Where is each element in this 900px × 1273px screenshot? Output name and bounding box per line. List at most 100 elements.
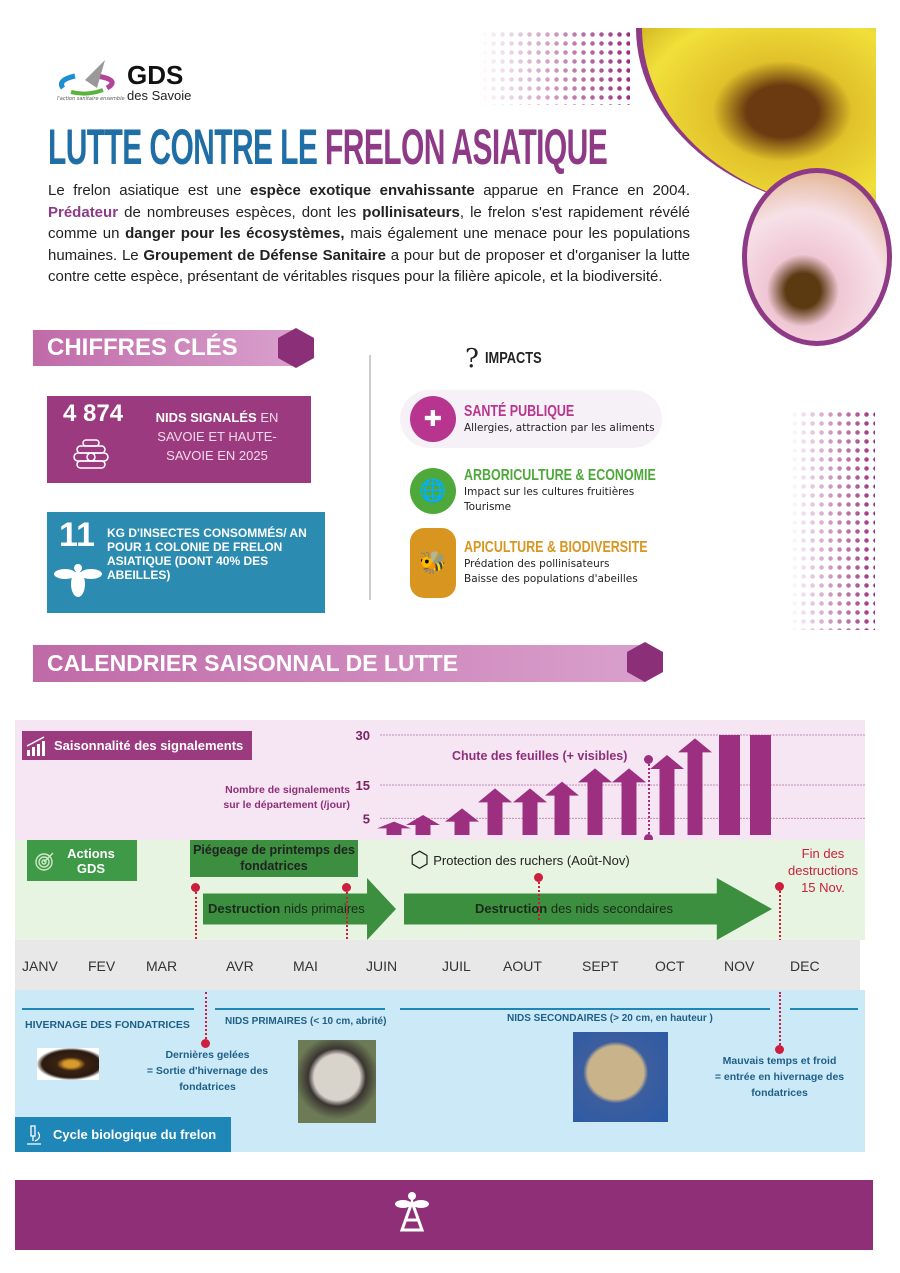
hexagon-icon: [627, 642, 663, 682]
leaf-fall-marker: [644, 755, 653, 843]
bee-flower-photo: [742, 168, 892, 346]
title-part2: FRELON ASIATIQUE: [325, 119, 608, 175]
secondary-nest-photo: [573, 1032, 668, 1122]
month-label: AOUT: [503, 958, 542, 974]
month-label: DEC: [790, 958, 820, 974]
actions-gds-label: Actions GDS: [27, 840, 137, 881]
honeycomb-bee-icon: ⬡: [410, 847, 430, 872]
impact-item: ✚ SANTÉ PUBLIQUE Allergies, attraction p…: [400, 390, 662, 448]
page-title: LUTTE CONTRE LE FRELON ASIATIQUE: [48, 118, 608, 176]
month-label: SEPT: [582, 958, 619, 974]
month-label: JANV: [22, 958, 58, 974]
impact-desc: Impact sur les cultures fruitières Touri…: [464, 486, 635, 513]
growth-chart-icon: [26, 735, 45, 756]
season-mark: [612, 768, 646, 835]
stat-label: NIDS SIGNALÉS EN SAVOIE ET HAUTE-SAVOIE …: [155, 410, 279, 463]
secondaires-label: NIDS SECONDAIRES (> 20 cm, en hauteur ): [507, 1013, 713, 1024]
gelees-label: Dernières gelées = Sortie d'hivernage de…: [146, 1049, 269, 1093]
month-label: MAR: [146, 958, 178, 974]
primary-nest-photo: [298, 1040, 376, 1123]
footer-bar: [15, 1180, 873, 1250]
marker: [342, 883, 351, 947]
month-label: NOV: [724, 958, 755, 974]
season-mark: [678, 738, 712, 835]
impact-title: ARBORICULTURE & ECONOMIE: [464, 467, 656, 484]
cross-icon: ✚: [410, 396, 456, 442]
calendar-banner: CALENDRIER SAISONNAL DE LUTTE: [33, 645, 645, 682]
season-mark: [406, 815, 440, 835]
dot-pattern: [480, 30, 630, 105]
protection-label: ⬡ Protection des ruchers (Août-Nov): [410, 847, 630, 872]
marker: [201, 992, 210, 1048]
y-tick-label: 15: [356, 778, 370, 793]
dot-pattern-right: [790, 410, 875, 630]
destroy-secondary-label: Destruction des nids secondaires: [475, 901, 673, 916]
impacts-heading: ? IMPACTS: [465, 344, 542, 374]
season-mark: [513, 788, 547, 835]
season-mark: [545, 781, 579, 835]
y-tick-label: 30: [356, 728, 370, 743]
marker: [534, 873, 543, 920]
logo-swoosh-icon: [59, 60, 115, 96]
impact-item: 🌐 ARBORICULTURE & ECONOMIE Impact sur le…: [400, 462, 662, 520]
cycle-label: Cycle biologique du frelon: [15, 1117, 231, 1152]
logo-name: GDS: [127, 60, 184, 90]
leaf-fall-label: Chute des feuilles (+ visibles): [452, 749, 628, 763]
title-part1: LUTTE CONTRE LE: [48, 119, 326, 175]
stat-value: 4 874: [63, 400, 124, 427]
season-mark: [650, 755, 684, 835]
impact-item: 🐝 APICULTURE & BIODIVERSITE Prédation de…: [400, 528, 662, 598]
season-mark: [478, 788, 512, 835]
season-mark: [578, 768, 612, 835]
month-label: MAI: [293, 958, 318, 974]
arrow-hivernage: [22, 1008, 194, 1010]
trapping-box: Piégeage de printemps des fondatrices: [190, 840, 358, 877]
beehive-icon: [73, 439, 109, 469]
arrow-secondaires: [400, 1008, 770, 1010]
logo-tagline: l'action sanitaire ensemble: [57, 96, 125, 102]
stat-nests: 4 874 NIDS SIGNALÉS EN SAVOIE ET HAUTE-S…: [47, 396, 311, 483]
season-mark: [719, 735, 740, 835]
intro-paragraph: Le frelon asiatique est une espèce exoti…: [48, 182, 691, 286]
end-destructions-label: Fin des destructions 15 Nov.: [788, 846, 859, 895]
y-tick-label: 5: [363, 811, 370, 826]
impact-desc: Prédation des pollinisateurs Baisse des …: [464, 558, 638, 585]
month-label: JUIL: [442, 958, 471, 974]
primaires-label: NIDS PRIMAIRES (< 10 cm, abrité): [225, 1016, 387, 1027]
logo: GDS des Savoie l'action sanitaire ensemb…: [57, 58, 197, 108]
season-label: Saisonnalité des signalements: [22, 731, 252, 760]
impact-desc: Allergies, attraction par les aliments: [464, 421, 655, 434]
queen-hornet-photo: [37, 1048, 99, 1080]
hivernage-label: HIVERNAGE DES FONDATRICES: [25, 1019, 190, 1031]
impact-title: SANTÉ PUBLIQUE: [464, 402, 575, 420]
target-icon: [35, 852, 54, 871]
bee-icon: [54, 564, 102, 597]
bee-logo-icon: [395, 1192, 429, 1232]
stat-value: 11: [59, 516, 95, 554]
arrow-primaires: [215, 1008, 385, 1010]
month-label: AVR: [226, 958, 254, 974]
months-row: [15, 940, 860, 990]
froid-label: Mauvais temps et froid = entrée en hiver…: [714, 1055, 845, 1099]
month-label: JUIN: [366, 958, 398, 974]
chiffres-banner: CHIFFRES CLÉS: [33, 330, 295, 366]
marker: [191, 883, 200, 947]
logo-sub: des Savoie: [127, 88, 192, 103]
question-icon: ?: [465, 344, 479, 374]
divider: [369, 355, 371, 600]
impact-title: APICULTURE & BIODIVERSITE: [464, 539, 648, 556]
destroy-primary-label: Destruction nids primaires: [208, 901, 365, 916]
marker: [775, 992, 784, 1054]
globe-dollar-icon: 🌐: [410, 468, 456, 514]
stat-label: KG D'INSECTES CONSOMMÉS/ AN POUR 1 COLON…: [107, 526, 307, 582]
month-label: FEV: [88, 958, 116, 974]
bee-hive-icon: 🐝: [410, 528, 456, 598]
y-axis-label: Nombre de signalements sur le départemen…: [223, 784, 350, 811]
season-mark: [445, 808, 479, 835]
stat-insects: 11 KG D'INSECTES CONSOMMÉS/ AN POUR 1 CO…: [47, 512, 325, 613]
season-mark: [377, 821, 411, 835]
season-mark: [750, 735, 771, 835]
marker: [775, 882, 784, 949]
arrow-winter: [790, 1008, 858, 1010]
microscope-icon: [27, 1124, 41, 1145]
